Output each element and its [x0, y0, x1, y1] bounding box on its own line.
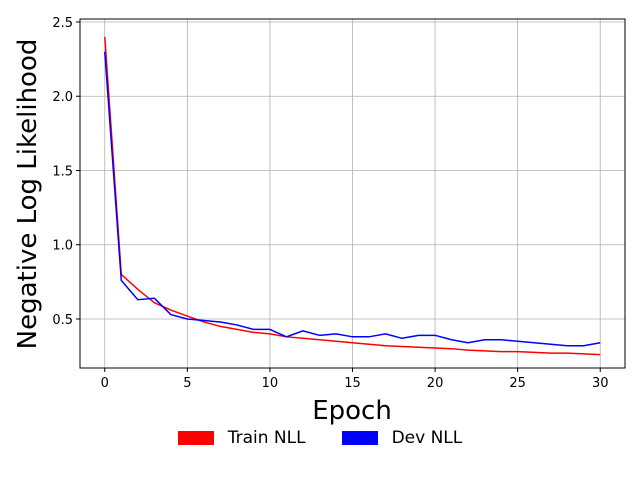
x-tick-label: 15	[344, 376, 361, 391]
x-tick-label: 25	[509, 376, 526, 391]
grid-lines	[80, 19, 625, 368]
x-tick-label: 30	[592, 376, 609, 391]
y-tick-label: 2.5	[52, 16, 73, 31]
series-line-train-nll	[104, 36, 601, 356]
x-tick-label: 0	[101, 376, 109, 391]
ticks: 0 5 10 15 20 25 30 0.5 1.0 1.5 2.0 2.5	[52, 16, 608, 391]
y-axis-title: Negative Log Likelihood	[13, 39, 43, 350]
legend-label-dev: Dev NLL	[391, 428, 463, 448]
y-tick-label: 0.5	[52, 313, 73, 328]
legend-item-dev: Dev NLL	[341, 428, 463, 448]
y-tick-label: 1.5	[52, 164, 73, 179]
x-tick-label: 20	[427, 376, 444, 391]
legend-swatch-dev	[341, 431, 378, 445]
legend: Train NLL Dev NLL	[0, 428, 640, 448]
x-tick-label: 10	[262, 376, 279, 391]
legend-item-train: Train NLL	[177, 428, 306, 448]
legend-label-train: Train NLL	[227, 428, 306, 448]
series-lines	[104, 36, 601, 356]
x-tick-label: 5	[183, 376, 191, 391]
series-line-dev-nll	[104, 51, 601, 347]
y-tick-label: 2.0	[52, 90, 73, 105]
legend-swatch-train	[177, 431, 214, 445]
x-axis-title: Epoch	[312, 396, 392, 426]
y-tick-label: 1.0	[52, 239, 73, 254]
